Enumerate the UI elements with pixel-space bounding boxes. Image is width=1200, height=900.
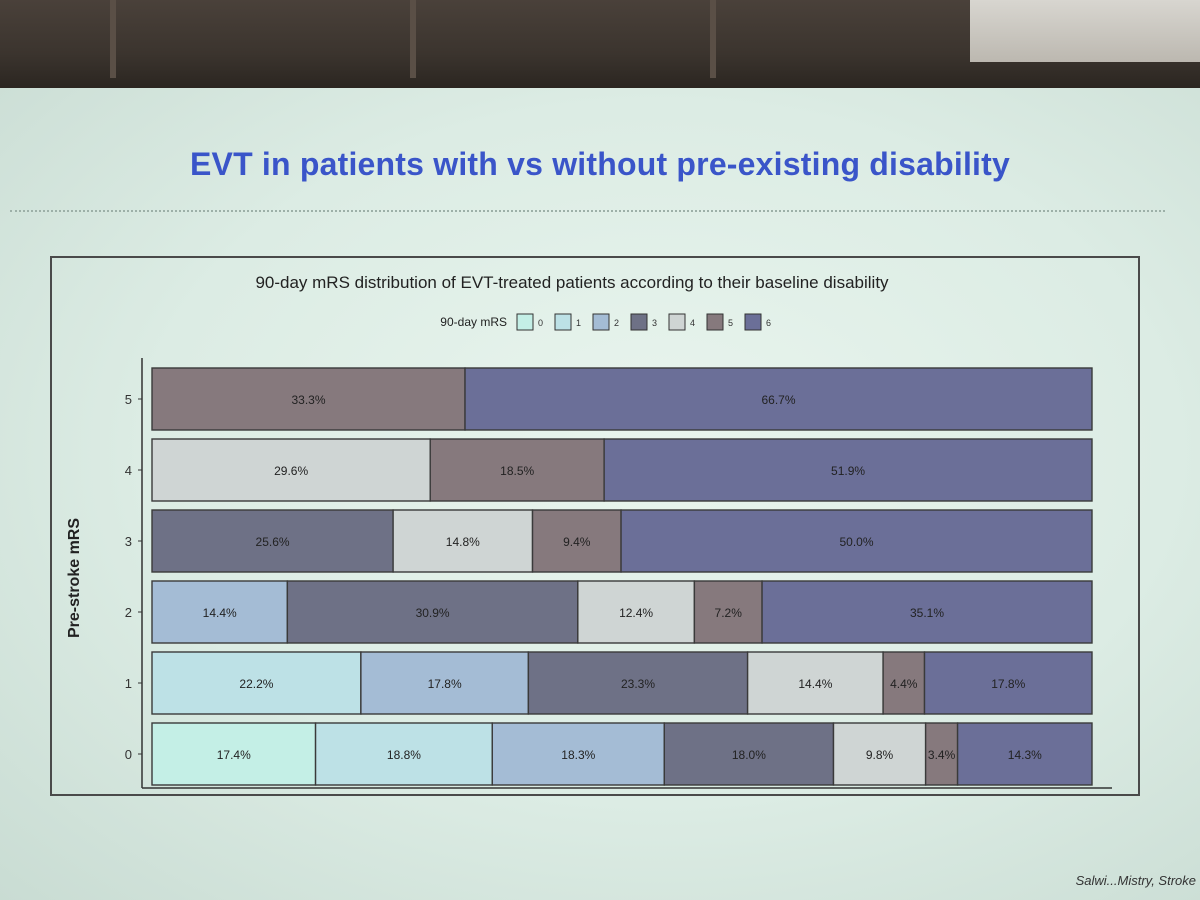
bar-data-label: 4.4%	[890, 677, 918, 691]
y-axis-ticks: 5 4 3 2 1 0	[125, 392, 142, 762]
bar-data-label: 18.8%	[387, 748, 421, 762]
bar-data-label: 14.4%	[798, 677, 832, 691]
bar-data-label: 50.0%	[840, 535, 874, 549]
bar-data-label: 14.3%	[1008, 748, 1042, 762]
bar-data-label: 30.9%	[416, 606, 450, 620]
legend-label-0: 0	[538, 318, 543, 328]
legend-swatch-4	[668, 313, 686, 331]
bar-data-label: 17.8%	[428, 677, 462, 691]
bar-data-label: 18.3%	[561, 748, 595, 762]
legend-label-6: 6	[766, 318, 771, 328]
ceiling-beam	[710, 0, 716, 78]
bar-data-label: 35.1%	[910, 606, 944, 620]
legend-swatch-3	[630, 313, 648, 331]
legend-title: 90-day mRS	[440, 315, 507, 329]
bar-segment	[620, 509, 1093, 573]
bar-data-label: 29.6%	[274, 464, 308, 478]
legend-label-3: 3	[652, 318, 657, 328]
bar-data-label: 17.4%	[217, 748, 251, 762]
bar-data-label: 23.3%	[621, 677, 655, 691]
y-tick-label: 5	[125, 392, 132, 407]
bar-data-label: 14.8%	[446, 535, 480, 549]
bar-segment	[360, 651, 530, 715]
bar-segment	[151, 722, 317, 786]
chart-bars: 33.3% 66.7% 29.6% 18.5% 51.9% 25.6% 14.8% 9.4% 5…	[151, 367, 1093, 786]
bar-segment	[314, 722, 493, 786]
bar-segment	[151, 367, 466, 431]
bar-segment	[663, 722, 835, 786]
title-divider	[10, 210, 1165, 212]
bar-data-label: 7.2%	[715, 606, 743, 620]
legend-swatch-2	[592, 313, 610, 331]
projector-screen: EVT in patients with vs without pre-exis…	[0, 88, 1200, 900]
bar-segment	[693, 580, 763, 644]
bar-segment	[956, 722, 1093, 786]
room-ceiling	[0, 0, 1200, 90]
bar-data-label: 25.6%	[256, 535, 290, 549]
bar-segment	[603, 438, 1093, 502]
y-axis-label: Pre-stroke mRS	[66, 518, 83, 638]
y-tick-label: 0	[125, 747, 132, 762]
bar-segment	[924, 722, 959, 786]
bar-data-label: 9.8%	[866, 748, 894, 762]
y-tick-label: 4	[125, 463, 132, 478]
bar-data-label: 66.7%	[761, 393, 795, 407]
bar-segment	[286, 580, 579, 644]
citation: Salwi...Mistry, Stroke	[1075, 873, 1196, 888]
bar-segment	[746, 651, 884, 715]
ceiling-beam	[110, 0, 116, 78]
bar-segment	[761, 580, 1093, 644]
bar-data-label: 14.4%	[203, 606, 237, 620]
ceiling-light	[970, 0, 1200, 62]
chart-frame: 90-day mRS distribution of EVT-treated p…	[50, 256, 1140, 796]
bar-segment	[151, 651, 362, 715]
legend-swatch-5	[706, 313, 724, 331]
bar-segment	[392, 509, 534, 573]
chart-title: 90-day mRS distribution of EVT-treated p…	[255, 273, 889, 292]
legend-swatch-0	[516, 313, 534, 331]
bar-data-label: 3.4%	[928, 748, 956, 762]
legend-swatch-1	[554, 313, 572, 331]
ceiling-beam	[410, 0, 416, 78]
bar-segment	[832, 722, 927, 786]
legend-label-2: 2	[614, 318, 619, 328]
bar-segment	[151, 509, 394, 573]
bar-segment	[491, 722, 666, 786]
bar-segment	[577, 580, 696, 644]
y-tick-label: 2	[125, 605, 132, 620]
bar-data-label: 17.8%	[991, 677, 1025, 691]
slide-title: EVT in patients with vs without pre-exis…	[190, 146, 1010, 182]
bar-data-label: 12.4%	[619, 606, 653, 620]
bar-data-label: 18.5%	[500, 464, 534, 478]
bar-segment	[923, 651, 1093, 715]
legend-swatch-6	[744, 313, 762, 331]
legend-label-5: 5	[728, 318, 733, 328]
y-tick-label: 3	[125, 534, 132, 549]
bar-segment	[882, 651, 926, 715]
y-tick-label: 1	[125, 676, 132, 691]
stacked-bar-chart: 90-day mRS distribution of EVT-treated p…	[66, 273, 1112, 789]
bar-segment	[531, 509, 622, 573]
bar-data-label: 33.3%	[291, 393, 325, 407]
bar-segment	[464, 367, 1093, 431]
bar-data-label: 9.4%	[563, 535, 591, 549]
bar-data-label: 18.0%	[732, 748, 766, 762]
bar-data-label: 22.2%	[239, 677, 273, 691]
bar-data-label: 51.9%	[831, 464, 865, 478]
chart-legend: 90-day mRS 0 1 2 3 4 5 6	[440, 313, 771, 331]
legend-label-4: 4	[690, 318, 695, 328]
bar-segment	[527, 651, 749, 715]
legend-label-1: 1	[576, 318, 581, 328]
